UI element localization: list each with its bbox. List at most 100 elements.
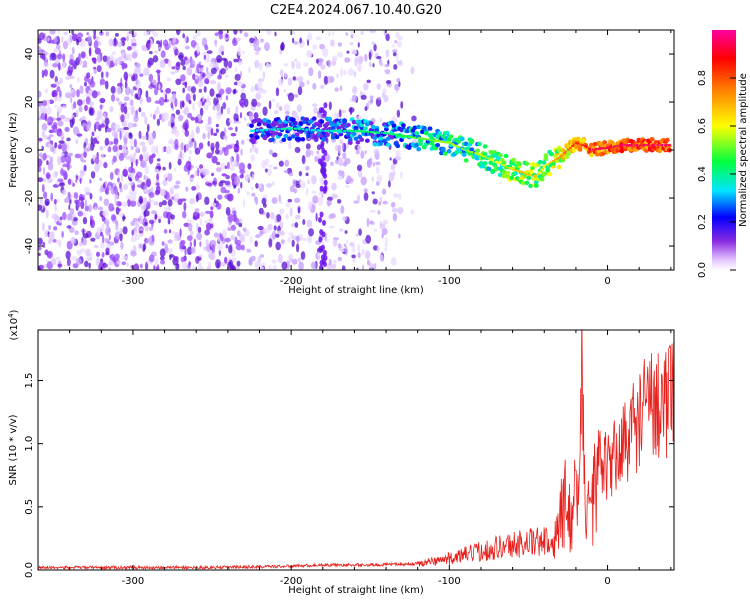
spectrogram-noise-cell xyxy=(218,30,224,35)
spectrogram-ridge-cell xyxy=(266,119,272,124)
spectrogram-noise-cell xyxy=(273,225,277,231)
spectrogram-noise-cell xyxy=(39,53,44,59)
spectrogram-noise-cell xyxy=(190,86,197,94)
spectrogram-noise-cell xyxy=(264,42,270,52)
spectrogram-noise-cell xyxy=(272,230,277,240)
spectrogram-noise-cell xyxy=(187,263,191,269)
spectrogram-noise-cell xyxy=(138,215,144,225)
spectrogram-noise-cell xyxy=(158,218,161,224)
spectrogram-noise-cell xyxy=(135,171,143,179)
spectrogram-noise-cell xyxy=(198,254,204,258)
spectrogram-noise-cell xyxy=(115,97,120,102)
spectrogram-noise-cell xyxy=(291,239,295,248)
spectrogram-ridge-cell xyxy=(490,168,496,174)
spectrogram-noise-cell xyxy=(167,172,173,182)
y-tick-label: 0 xyxy=(24,147,35,153)
spectrogram-ridge-cell xyxy=(509,175,515,181)
spectrogram-noise-cell xyxy=(225,87,232,95)
spectrogram-noise-cell xyxy=(254,196,257,202)
spectrogram-noise-cell xyxy=(38,158,43,168)
spectrogram-noise-cell xyxy=(194,140,197,150)
spectrogram-noise-cell xyxy=(179,100,183,110)
spectrogram-noise-cell xyxy=(328,31,331,37)
spectrogram-noise-cell xyxy=(47,37,50,42)
spectrogram-noise-cell xyxy=(42,222,45,232)
spectrogram-ridge-cell xyxy=(533,183,539,188)
spectrogram-ridge-cell xyxy=(347,140,353,145)
spectrogram-noise-cell xyxy=(54,96,58,102)
spectrogram-noise-cell xyxy=(192,93,196,102)
spectrogram-noise-cell xyxy=(182,81,188,86)
spectrogram-noise-cell xyxy=(108,141,112,146)
spectrogram-noise-cell xyxy=(179,245,183,250)
spectrogram-noise-cell xyxy=(125,155,131,160)
spectrogram-noise-cell xyxy=(254,59,260,69)
spectrogram-noise-cell xyxy=(239,30,243,34)
spectrogram-noise-cell xyxy=(121,255,129,261)
spectrogram-noise-cell xyxy=(202,51,208,56)
spectrogram-noise-cell xyxy=(220,186,227,194)
spectrogram-noise-cell xyxy=(257,225,264,231)
spectrogram-noise-cell xyxy=(103,198,109,207)
spectrogram-noise-cell xyxy=(238,222,243,228)
spectrogram-ridge-cell xyxy=(270,137,275,142)
spectrogram-noise-cell xyxy=(163,229,168,234)
spectrogram-noise-cell xyxy=(328,76,335,83)
spectrogram-noise-cell xyxy=(190,247,196,254)
spectrogram-noise-cell xyxy=(186,219,194,223)
spectrogram-noise-cell xyxy=(311,190,317,194)
spectrogram-noise-cell xyxy=(336,198,342,204)
spectrogram-noise-cell xyxy=(377,210,381,215)
spectrogram-noise-cell xyxy=(155,69,161,74)
spectrogram-ridge-cell xyxy=(520,180,526,186)
spectrogram-noise-cell xyxy=(222,229,227,239)
spectrogram-noise-cell xyxy=(317,58,324,63)
spectrogram-noise-cell xyxy=(172,92,177,100)
spectrogram-noise-cell xyxy=(188,149,193,155)
spectrogram-noise-cell xyxy=(218,33,223,40)
spectrogram-noise-cell xyxy=(289,207,293,217)
snr-x-ticks: -300 -200 -100 0 xyxy=(37,330,672,587)
spectrogram-noise-cell xyxy=(94,121,100,130)
snr-y-ticks: 0.0 0.5 1.0 1.5 xyxy=(24,373,674,578)
spectrogram-noise-cell xyxy=(336,113,340,119)
spectrogram-ridge-cell xyxy=(532,176,537,182)
spectrogram-noise-cell xyxy=(84,199,88,208)
spectrogram-noise-cell xyxy=(361,248,365,256)
spectrogram-noise-cell xyxy=(369,220,374,225)
spectrogram-noise-cell xyxy=(115,86,122,96)
spectrogram-noise-cell xyxy=(273,166,278,170)
spectrogram-noise-cell xyxy=(130,167,135,174)
spectrogram-noise-cell xyxy=(57,120,64,127)
spectrogram-noise-cell xyxy=(261,197,267,205)
spectrogram-ridge-cell xyxy=(459,136,465,142)
spectrogram-noise-cell xyxy=(130,250,137,257)
spectrogram-noise-cell xyxy=(47,143,53,148)
spectrogram-noise-cell xyxy=(126,46,132,51)
spectrogram-noise-cell xyxy=(357,64,362,72)
spectrogram-noise-cell xyxy=(227,60,233,69)
spectrogram-noise-cell xyxy=(288,172,294,177)
spectrogram-ridge-cell xyxy=(581,138,587,143)
spectrogram-noise-cell xyxy=(207,116,212,126)
spectrogram-noise-cell xyxy=(305,187,309,196)
spectrogram-noise-cell xyxy=(277,78,284,86)
spectrogram-noise-cell xyxy=(182,210,187,219)
spectrogram-noise-cell xyxy=(294,197,301,203)
spectrogram-noise-cell xyxy=(257,78,265,82)
spectrogram-noise-cell xyxy=(139,243,143,249)
snr-series-line xyxy=(38,330,674,570)
spectrogram-noise-cell xyxy=(291,110,295,115)
spectrogram-noise-cell xyxy=(267,223,273,231)
spectrogram-noise-cell xyxy=(41,184,45,193)
spectrogram-noise-cell xyxy=(316,111,323,118)
spectrogram-noise-cell xyxy=(183,144,187,153)
spectrogram-noise-cell xyxy=(201,37,208,47)
spectrogram-ridge-cell xyxy=(524,180,530,186)
spectrogram-noise-cell xyxy=(369,209,376,213)
spectrogram-noise-cell xyxy=(139,141,146,146)
spectrogram-noise-cell xyxy=(381,233,384,239)
spectrogram-noise-cell xyxy=(331,182,337,191)
spectrogram-noise-cell xyxy=(359,56,364,62)
spectrogram-noise-cell xyxy=(89,193,93,200)
